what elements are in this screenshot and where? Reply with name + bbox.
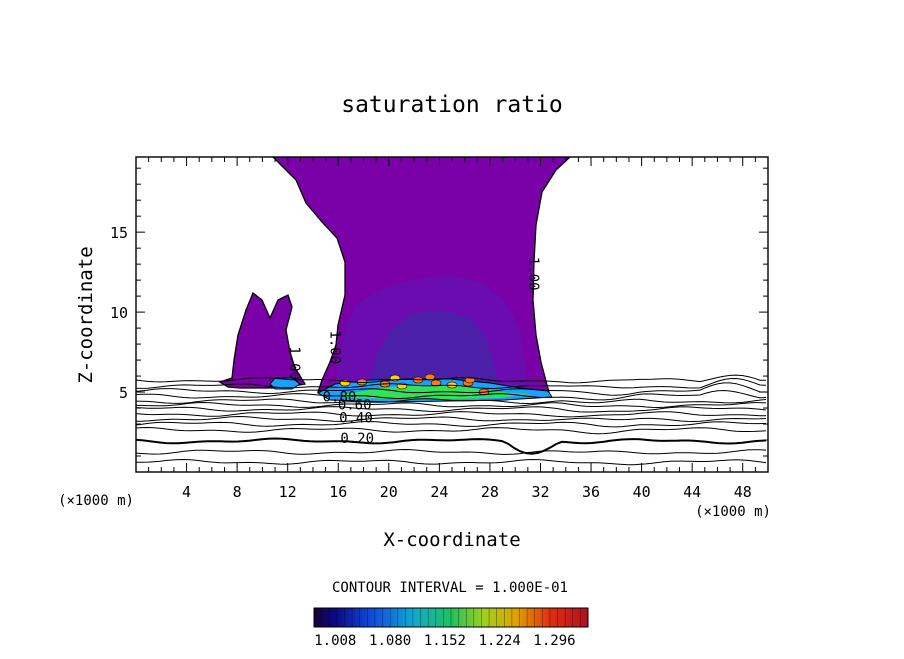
contour-line — [136, 382, 767, 396]
contour-line — [136, 398, 767, 405]
colorbar-ticks: 1.008 1.080 1.152 1.224 1.296 — [314, 608, 581, 649]
x-axis-label: X-coordinate — [383, 529, 520, 551]
contour-label: 1.00 — [286, 346, 302, 380]
y-axis-label: Z-coordinate — [75, 246, 97, 383]
contour-line — [136, 389, 767, 401]
x-tick-label: 16 — [329, 483, 347, 501]
contour-line — [136, 448, 767, 455]
contour-line — [136, 437, 767, 455]
x-tick-label: 48 — [734, 483, 752, 501]
contour-line — [136, 406, 767, 413]
subsaturated-contours — [136, 374, 767, 466]
core-contour-region — [370, 310, 497, 386]
x-tick-label: 44 — [683, 483, 701, 501]
x-tick-label: 20 — [380, 483, 398, 501]
contour-label: 1.00 — [525, 257, 541, 291]
contour-line — [136, 374, 767, 384]
colorbar-tick-label: 1.224 — [479, 633, 521, 649]
x-tick-label: 8 — [233, 483, 242, 501]
contour-interval-text: CONTOUR INTERVAL = 1.000E-01 — [332, 580, 568, 596]
y-tick-label: 5 — [119, 384, 128, 402]
contour-line — [136, 420, 767, 428]
x-tick-label: 24 — [430, 483, 448, 501]
x-tick-label: 28 — [481, 483, 499, 501]
contour-label: 0.60 — [338, 398, 372, 414]
x-unit-left: (×1000 m) — [58, 493, 134, 509]
contour-labels: 1.00 1.00 1.00 0.800.600.40 0.20 — [286, 257, 541, 447]
colorbar-tick-label: 1.080 — [369, 633, 411, 649]
x-unit-right: (×1000 m) — [695, 504, 771, 520]
x-tick-label: 40 — [633, 483, 651, 501]
colorbar-tick-label: 1.152 — [424, 633, 466, 649]
contour-label: 0.20 — [340, 431, 374, 447]
x-tick-label: 4 — [182, 483, 191, 501]
x-tick-label: 32 — [531, 483, 549, 501]
left-plume — [218, 291, 307, 389]
contour-line — [136, 411, 767, 418]
colorbar-tick-label: 1.008 — [314, 633, 356, 649]
contour-label: 0.40 — [339, 410, 373, 426]
contour-line — [136, 426, 767, 435]
x-tick-label: 36 — [582, 483, 600, 501]
colorbar-tick-label: 1.296 — [533, 633, 575, 649]
contour-label: 1.00 — [327, 330, 343, 364]
contour-line — [136, 377, 767, 390]
y-tick-label: 10 — [110, 304, 128, 322]
y-tick-label: 15 — [110, 224, 128, 242]
contour-line — [136, 458, 767, 466]
contour-line — [136, 401, 767, 409]
contour-line — [136, 415, 767, 423]
plot-area — [136, 157, 767, 466]
x-tick-label: 12 — [279, 483, 297, 501]
contour-label: 0.80 — [323, 390, 357, 406]
chart-title: saturation ratio — [341, 92, 563, 118]
